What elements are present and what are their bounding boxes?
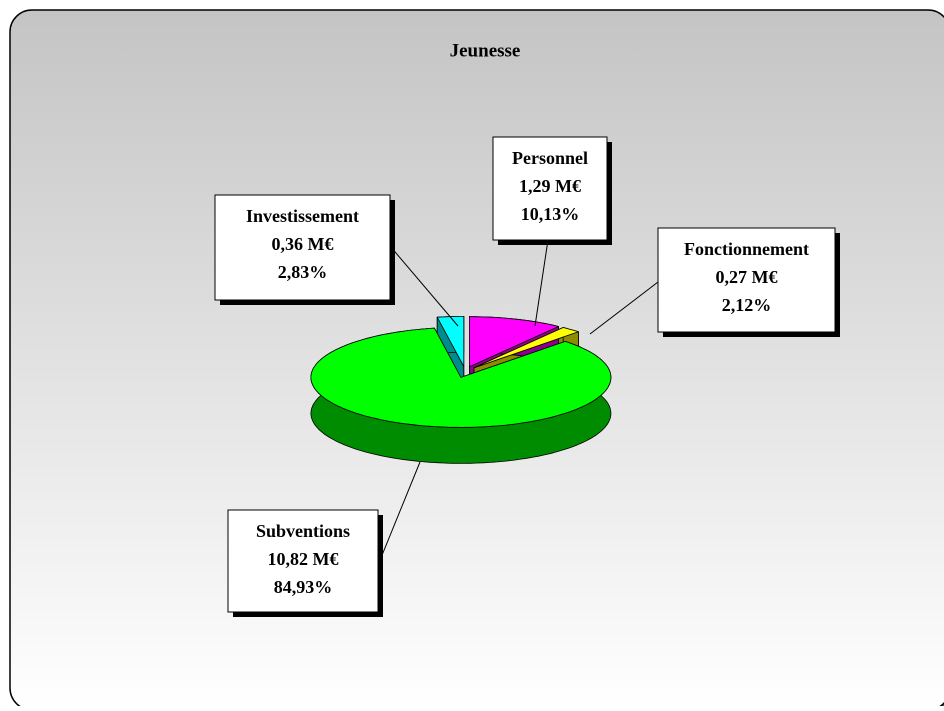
value-label: 84,93% bbox=[274, 577, 333, 597]
label-box bbox=[214, 194, 391, 301]
pie bbox=[310, 316, 612, 464]
leader-line bbox=[389, 245, 459, 327]
value-label: 10,13% bbox=[521, 204, 580, 224]
category-label: Investissement bbox=[246, 206, 359, 226]
leader-line bbox=[534, 239, 549, 327]
category-label: Personnel bbox=[512, 148, 588, 168]
label-box bbox=[492, 136, 608, 241]
label-box bbox=[227, 509, 379, 613]
slice bbox=[469, 316, 559, 368]
leader-line bbox=[377, 461, 421, 566]
value-label: 2,83% bbox=[278, 262, 328, 282]
chart-title: Jeunesse bbox=[450, 40, 521, 61]
slice bbox=[473, 327, 579, 369]
amount-label: 0,27 M€ bbox=[716, 267, 778, 287]
slice bbox=[310, 327, 612, 428]
leader-line bbox=[589, 281, 659, 335]
category-label: Subventions bbox=[256, 521, 350, 541]
category-label: Fonctionnement bbox=[684, 239, 809, 259]
value-label: 2,12% bbox=[722, 295, 772, 315]
amount-label: 0,36 M€ bbox=[272, 234, 334, 254]
labels: Personnel 1,29 M€ 10,13% Fonctionnement 0,27… bbox=[214, 136, 840, 617]
label-box bbox=[657, 227, 836, 333]
amount-label: 1,29 M€ bbox=[519, 176, 581, 196]
amount-label: 10,82 M€ bbox=[268, 549, 339, 569]
